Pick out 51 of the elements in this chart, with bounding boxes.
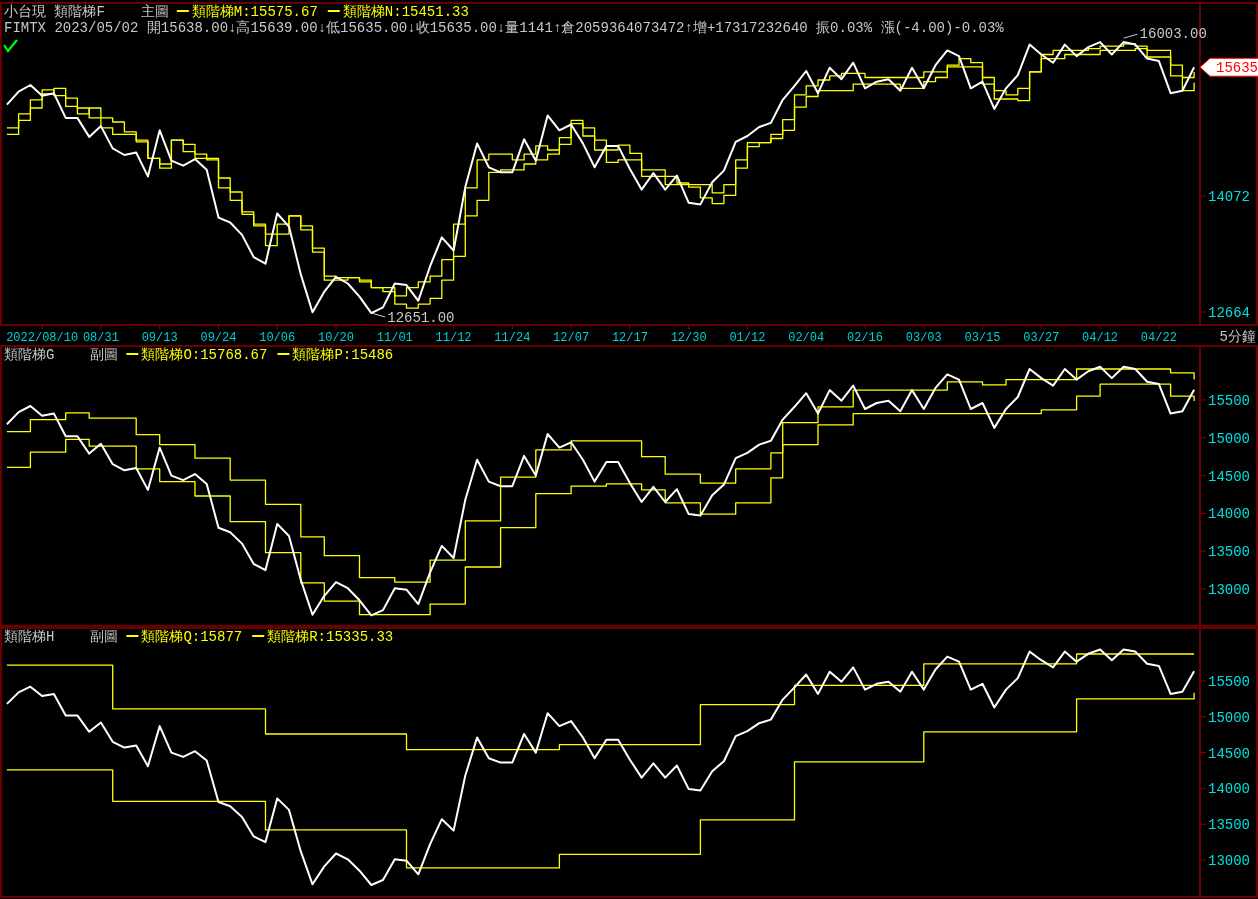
x-tick-label: 12/07 [553,331,590,345]
legend-label: 類階梯M:15575.67 [191,4,318,20]
legend-label: 類階梯Q:15877 [141,629,243,645]
annotation: FIMTX 2023/05/02 開15638.00↓高15639.00↓低15635.00↓收15635.00↓量1141↑倉2059364073472↑增+17317232640 振0.03% 漲(-4.00)-0.03% [4,20,1005,36]
x-tick-label: 10/06 [259,331,296,345]
y-tick-label: 15000 [1208,430,1251,447]
x-tick-label: 03/15 [964,331,1001,345]
legend-label: 類階梯N:15451.33 [342,4,469,20]
x-tick-label: 2022/08/10 [6,331,79,345]
chart-title: 小台現 類階梯F [4,4,105,20]
chart-subtitle: 副圖 [90,629,119,645]
chart-title: 類階梯H [4,629,55,645]
legend-label: 類階梯P:15486 [292,347,394,363]
y-tick-label: 14072 [1208,189,1251,205]
annotation: 12651.00 [387,310,455,327]
y-tick-label: 14500 [1208,468,1251,485]
x-tick-label: 12/30 [670,331,707,345]
y-tick-label: 15500 [1208,673,1251,690]
x-tick-label: 12/17 [611,331,648,345]
y-tick-label: 13500 [1208,817,1251,834]
x-tick-label: 11/12 [435,331,472,345]
x-tick-label: 08/31 [82,331,119,345]
text: 5分鐘 [1219,329,1256,345]
x-tick-label: 03/03 [905,331,942,345]
y-tick-label: 14500 [1208,745,1251,762]
x-tick-label: 01/12 [729,331,766,345]
legend-label: 類階梯R:15335.33 [267,629,394,645]
chart-subtitle: 副圖 [90,347,119,363]
x-tick-label: 04/12 [1082,331,1119,345]
text: 15635 [1216,60,1258,77]
x-tick-label: 10/20 [318,331,355,345]
y-tick-label: 12664 [1208,304,1251,321]
x-tick-label: 02/04 [788,331,825,345]
x-tick-label: 11/24 [494,331,531,345]
y-tick-label: 13000 [1208,581,1251,598]
x-tick-label: 09/13 [141,331,178,345]
y-tick-label: 13000 [1208,852,1251,869]
chart-title: 類階梯G [4,347,55,363]
x-tick-label: 09/24 [200,331,237,345]
legend-label: 類階梯O:15768.67 [141,347,268,363]
x-tick-label: 11/01 [376,331,413,345]
chart-subtitle: 主圖 [140,4,169,20]
x-tick-label: 02/16 [846,331,883,345]
y-tick-label: 15000 [1208,709,1251,726]
y-tick-label: 13500 [1208,544,1251,561]
x-tick-label: 04/22 [1140,331,1177,345]
annotation: 16003.00 [1139,26,1207,43]
y-tick-label: 15500 [1208,392,1251,409]
y-tick-label: 14000 [1208,781,1251,798]
x-tick-label: 03/27 [1023,331,1060,345]
y-tick-label: 14000 [1208,506,1251,523]
